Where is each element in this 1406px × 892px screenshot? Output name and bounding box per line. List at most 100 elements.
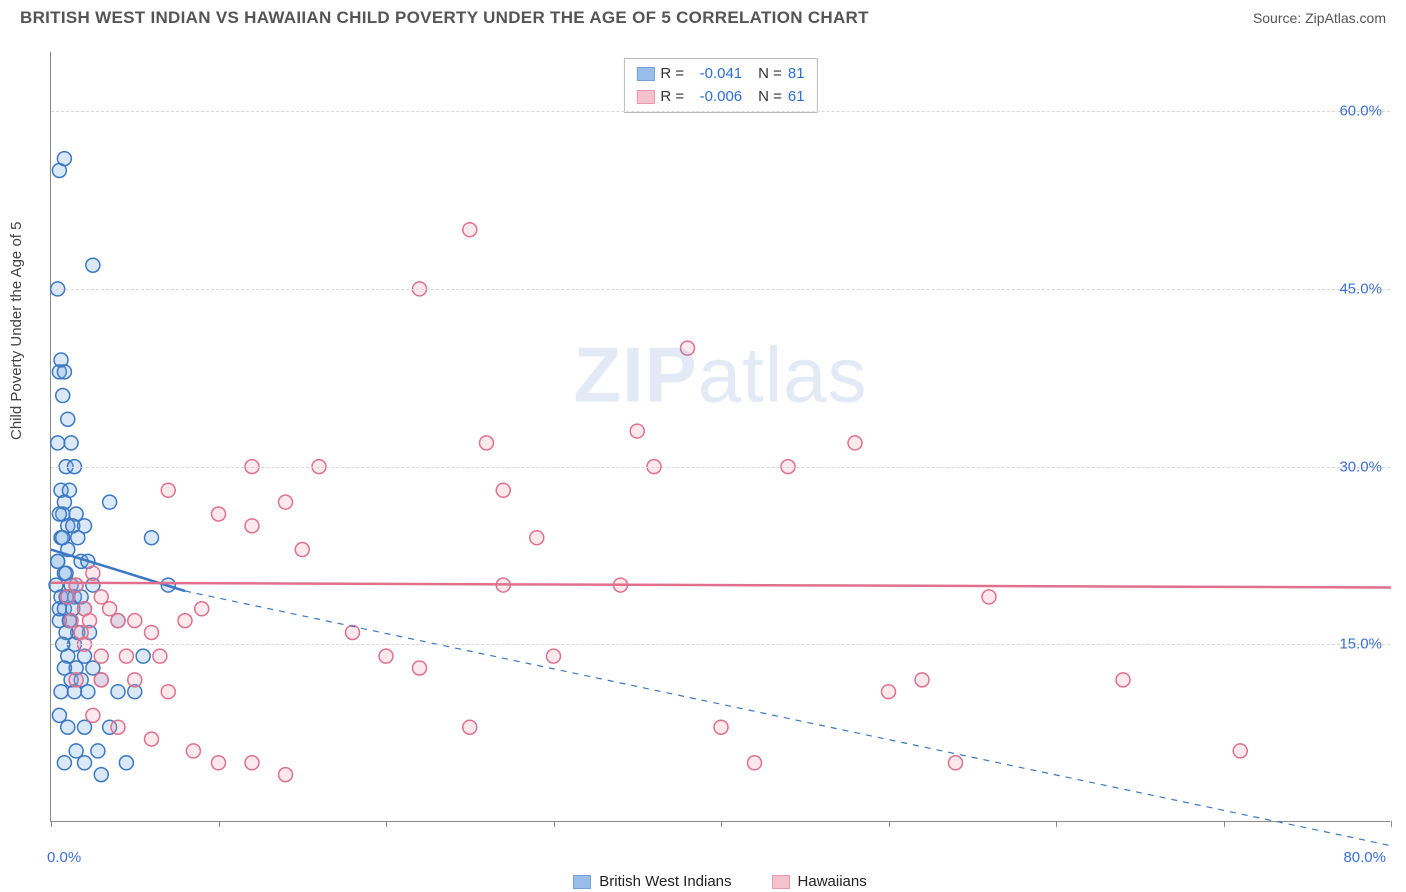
data-point bbox=[145, 732, 159, 746]
data-point bbox=[51, 554, 65, 568]
data-point bbox=[94, 649, 108, 663]
data-point bbox=[69, 673, 83, 687]
x-tick bbox=[386, 821, 387, 827]
data-point bbox=[103, 602, 117, 616]
gridline bbox=[51, 467, 1390, 468]
data-point bbox=[86, 566, 100, 580]
data-point bbox=[51, 436, 65, 450]
data-point bbox=[346, 625, 360, 639]
data-point bbox=[64, 614, 78, 628]
legend-row: R =-0.041N =81 bbox=[636, 63, 804, 86]
data-point bbox=[681, 341, 695, 355]
data-point bbox=[57, 152, 71, 166]
data-point bbox=[57, 365, 71, 379]
data-point bbox=[94, 673, 108, 687]
data-point bbox=[111, 614, 125, 628]
data-point bbox=[212, 756, 226, 770]
data-point bbox=[78, 756, 92, 770]
data-point bbox=[69, 578, 83, 592]
data-point bbox=[379, 649, 393, 663]
data-point bbox=[413, 661, 427, 675]
data-point bbox=[119, 756, 133, 770]
y-axis-label: Child Poverty Under the Age of 5 bbox=[8, 222, 25, 440]
scatter-svg bbox=[51, 52, 1390, 821]
data-point bbox=[128, 673, 142, 687]
legend-label: Hawaiians bbox=[798, 873, 867, 890]
data-point bbox=[86, 708, 100, 722]
data-point bbox=[848, 436, 862, 450]
data-point bbox=[52, 507, 66, 521]
x-tick bbox=[1391, 821, 1392, 827]
data-point bbox=[52, 708, 66, 722]
data-point bbox=[630, 424, 644, 438]
data-point bbox=[279, 495, 293, 509]
data-point bbox=[145, 625, 159, 639]
legend-swatch bbox=[573, 875, 591, 889]
legend-label: British West Indians bbox=[599, 873, 731, 890]
legend-item: British West Indians bbox=[573, 873, 731, 890]
source-attribution: Source: ZipAtlas.com bbox=[1253, 10, 1386, 26]
data-point bbox=[119, 649, 133, 663]
x-tick bbox=[554, 821, 555, 827]
data-point bbox=[1116, 673, 1130, 687]
data-point bbox=[480, 436, 494, 450]
data-point bbox=[1233, 744, 1247, 758]
data-point bbox=[111, 685, 125, 699]
data-point bbox=[128, 614, 142, 628]
correlation-legend: R =-0.041N =81R =-0.006N =61 bbox=[623, 58, 817, 113]
data-point bbox=[94, 590, 108, 604]
data-point bbox=[69, 744, 83, 758]
x-tick bbox=[1056, 821, 1057, 827]
data-point bbox=[78, 720, 92, 734]
data-point bbox=[71, 531, 85, 545]
data-point bbox=[212, 507, 226, 521]
data-point bbox=[61, 412, 75, 426]
data-point bbox=[56, 389, 70, 403]
data-point bbox=[136, 649, 150, 663]
data-point bbox=[463, 223, 477, 237]
data-point bbox=[882, 685, 896, 699]
legend-swatch bbox=[636, 90, 654, 104]
data-point bbox=[145, 531, 159, 545]
data-point bbox=[86, 661, 100, 675]
data-point bbox=[57, 756, 71, 770]
data-point bbox=[103, 495, 117, 509]
x-tick bbox=[721, 821, 722, 827]
data-point bbox=[295, 543, 309, 557]
data-point bbox=[915, 673, 929, 687]
legend-row: R =-0.006N =61 bbox=[636, 86, 804, 109]
data-point bbox=[530, 531, 544, 545]
data-point bbox=[463, 720, 477, 734]
legend-swatch bbox=[636, 67, 654, 81]
data-point bbox=[94, 768, 108, 782]
data-point bbox=[186, 744, 200, 758]
data-point bbox=[496, 483, 510, 497]
data-point bbox=[54, 685, 68, 699]
gridline bbox=[51, 111, 1390, 112]
data-point bbox=[61, 590, 75, 604]
data-point bbox=[111, 720, 125, 734]
y-tick-label: 60.0% bbox=[1339, 103, 1382, 120]
data-point bbox=[714, 720, 728, 734]
data-point bbox=[64, 436, 78, 450]
y-tick-label: 15.0% bbox=[1339, 636, 1382, 653]
legend-item: Hawaiians bbox=[772, 873, 867, 890]
data-point bbox=[178, 614, 192, 628]
data-point bbox=[91, 744, 105, 758]
gridline bbox=[51, 644, 1390, 645]
data-point bbox=[195, 602, 209, 616]
x-tick bbox=[51, 821, 52, 827]
data-point bbox=[748, 756, 762, 770]
chart-plot-area: ZIPatlas R =-0.041N =81R =-0.006N =61 0.… bbox=[50, 52, 1390, 822]
data-point bbox=[245, 756, 259, 770]
data-point bbox=[982, 590, 996, 604]
x-tick bbox=[1224, 821, 1225, 827]
data-point bbox=[153, 649, 167, 663]
data-point bbox=[547, 649, 561, 663]
series-legend: British West Indians Hawaiians bbox=[50, 873, 1390, 890]
x-tick bbox=[889, 821, 890, 827]
data-point bbox=[161, 483, 175, 497]
data-point bbox=[279, 768, 293, 782]
chart-title: BRITISH WEST INDIAN VS HAWAIIAN CHILD PO… bbox=[20, 8, 869, 28]
gridline bbox=[51, 289, 1390, 290]
